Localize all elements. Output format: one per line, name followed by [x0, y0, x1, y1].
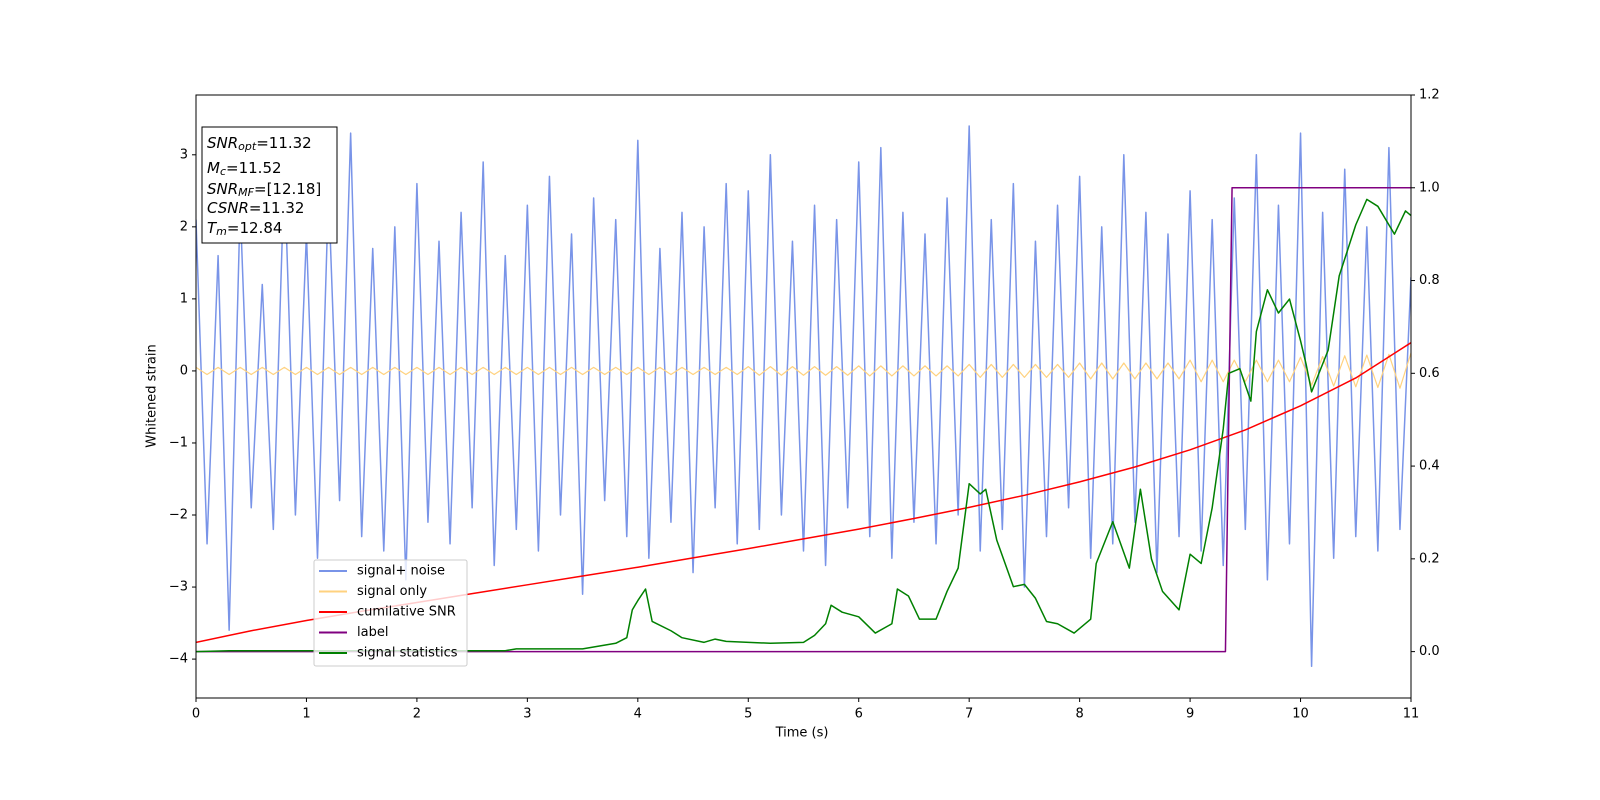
series-line	[196, 187, 1411, 653]
legend-label: label	[357, 625, 388, 640]
annotation-symbol: M	[207, 159, 220, 177]
x-axis-label: Time (s)	[775, 726, 829, 741]
y-tick-label: −4	[169, 652, 188, 667]
x-tick-label: 1	[302, 707, 310, 722]
y-tick-label: 2	[180, 219, 188, 234]
x-tick-label: 7	[965, 707, 973, 722]
y-tick-label: −2	[169, 508, 188, 523]
annotation-subscript: MF	[238, 186, 254, 199]
annotation-subscript: m	[216, 225, 227, 238]
x-tick-label: 0	[192, 707, 200, 722]
y-tick-label: −1	[169, 435, 188, 450]
annotation-value: =11.52	[226, 159, 282, 177]
legend-label: signal+ noise	[357, 564, 445, 579]
annotation-subscript: opt	[238, 140, 257, 153]
annotation-box	[201, 126, 338, 244]
y2-tick-label: 0.2	[1419, 551, 1440, 566]
y-tick-label: −3	[169, 580, 188, 595]
y2-tick-label: 0.8	[1419, 273, 1440, 288]
annotation: SNRopt=11.32	[207, 134, 312, 154]
series-line	[196, 198, 1411, 653]
y2-tick-label: 1.2	[1419, 88, 1440, 103]
x-tick-label: 5	[744, 707, 752, 722]
x-tick-label: 8	[1075, 707, 1083, 722]
y2-tick-label: 0.0	[1419, 644, 1440, 659]
x-tick-label: 9	[1186, 707, 1194, 722]
x-tick-label: 2	[413, 707, 421, 722]
annotation-symbol: T	[207, 219, 218, 237]
x-tick-label: 4	[634, 707, 642, 722]
legend-label: signal only	[357, 584, 427, 599]
legend-label: cumilative SNR	[357, 605, 456, 620]
annotation: Mc=11.52	[207, 159, 282, 179]
annotation-value: =[12.18]	[254, 180, 321, 198]
y2-tick-label: 0.6	[1419, 366, 1440, 381]
legend-label: signal statistics	[357, 646, 458, 661]
annotation: CSNR=11.32	[207, 199, 304, 217]
series-line	[196, 352, 1411, 389]
annotation-value: =12.84	[227, 219, 283, 237]
annotation-symbol: CSNR	[207, 199, 249, 217]
x-tick-label: 3	[523, 707, 531, 722]
x-tick-label: 10	[1292, 707, 1309, 722]
y2-tick-label: 0.4	[1419, 459, 1440, 474]
y-axis-label: Whitened strain	[145, 344, 160, 447]
x-tick-label: 11	[1403, 707, 1420, 722]
annotation-symbol: SNR	[207, 134, 238, 152]
annotation-subscript: c	[220, 165, 226, 178]
y-tick-label: 3	[180, 147, 188, 162]
series-line	[196, 125, 1411, 668]
annotation: Tm=12.84	[207, 219, 282, 239]
y-tick-label: 0	[180, 363, 188, 378]
annotation-value: =11.32	[249, 199, 305, 217]
annotation-value: =11.32	[256, 134, 312, 152]
annotation-symbol: SNR	[207, 180, 238, 198]
y-tick-label: 1	[180, 291, 188, 306]
legend-box	[313, 559, 468, 667]
plot-frame	[195, 94, 1412, 699]
x-tick-label: 6	[855, 707, 863, 722]
annotation: SNRMF=[12.18]	[207, 180, 321, 200]
y2-tick-label: 1.0	[1419, 180, 1440, 195]
